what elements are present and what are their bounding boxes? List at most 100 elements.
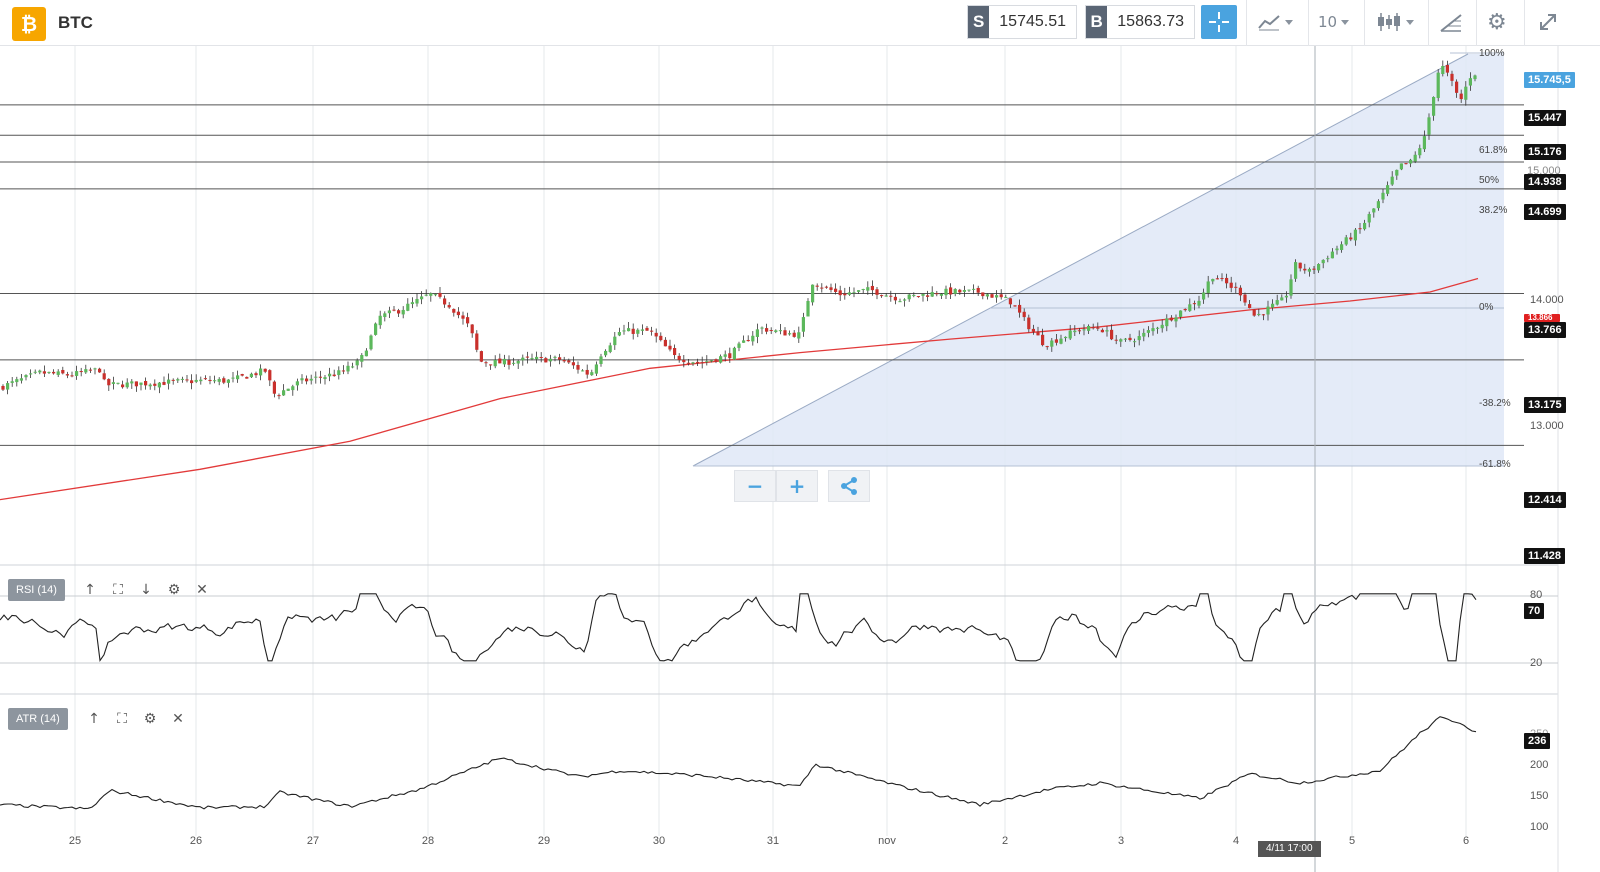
arrow-up-icon[interactable]: ↑ xyxy=(88,711,100,727)
candle-body xyxy=(1261,314,1265,316)
candle-body xyxy=(742,340,746,343)
candle-body xyxy=(516,360,520,364)
maximize-icon[interactable]: ⛶ xyxy=(113,582,123,598)
candle-body xyxy=(102,373,106,380)
candle-body xyxy=(475,333,479,350)
price-tick: 15.000 xyxy=(1527,165,1561,177)
candle-body xyxy=(1330,251,1334,259)
candle-body xyxy=(870,285,874,291)
candle-body xyxy=(1100,329,1104,333)
candle-body xyxy=(1091,327,1095,329)
candle-body xyxy=(1137,336,1141,341)
atr-label: ATR (14) xyxy=(8,708,68,730)
buy-price-button[interactable]: B 15863.73 xyxy=(1085,5,1195,39)
candle-body xyxy=(245,376,249,379)
candle-body xyxy=(590,372,594,376)
candle-body xyxy=(341,370,345,372)
share-button[interactable] xyxy=(828,470,870,502)
gear-icon[interactable]: ⚙ xyxy=(167,582,181,598)
candle-body xyxy=(788,333,792,335)
candle-body xyxy=(1119,339,1123,342)
draw-tool-button[interactable] xyxy=(1439,8,1463,36)
candle-body xyxy=(990,294,994,298)
candle-body xyxy=(732,347,736,360)
candle-body xyxy=(291,386,295,391)
crosshair-button[interactable] xyxy=(1201,5,1237,39)
candle-body xyxy=(838,290,842,296)
candle-body xyxy=(286,388,290,391)
fib-label: 61.8% xyxy=(1479,145,1508,156)
candle-body xyxy=(659,335,663,341)
settings-button[interactable]: ⚙ xyxy=(1487,8,1507,36)
level-tag: 11.428 xyxy=(1524,548,1566,564)
period-selector[interactable]: 10 xyxy=(1318,8,1350,36)
candle-body xyxy=(1326,258,1330,260)
candle-body xyxy=(682,359,686,363)
rsi-label: RSI (14) xyxy=(8,579,65,601)
arrow-up-icon[interactable]: ↑ xyxy=(84,582,96,598)
close-icon[interactable]: ✕ xyxy=(196,582,208,598)
candle-body xyxy=(1041,334,1045,346)
candle-style-button[interactable] xyxy=(1376,8,1414,36)
candle-body xyxy=(171,379,175,381)
fullscreen-button[interactable] xyxy=(1537,8,1559,36)
fib-label: 100% xyxy=(1479,48,1505,59)
candle-body xyxy=(737,343,741,348)
candle-body xyxy=(240,374,244,376)
price-chart[interactable] xyxy=(0,46,1600,872)
candle-body xyxy=(852,292,856,294)
zoom-out-button[interactable]: − xyxy=(734,470,776,502)
x-tick: 4 xyxy=(1232,835,1240,847)
candle-body xyxy=(571,362,575,366)
chart-type-button[interactable] xyxy=(1257,8,1293,36)
candle-body xyxy=(148,384,152,387)
gear-icon[interactable]: ⚙ xyxy=(143,711,157,727)
price-tick: 13.000 xyxy=(1530,420,1564,432)
x-tick: 29 xyxy=(537,835,551,847)
candle-body xyxy=(797,332,801,339)
candle-body xyxy=(332,374,336,377)
candle-body xyxy=(668,345,672,350)
maximize-icon[interactable]: ⛶ xyxy=(117,711,127,727)
candle-body xyxy=(1110,329,1114,340)
candle-body xyxy=(539,356,543,358)
zoom-in-button[interactable]: + xyxy=(776,470,818,502)
chevron-down-icon xyxy=(1285,19,1293,25)
candle-body xyxy=(893,296,897,301)
candle-body xyxy=(627,328,631,332)
candle-body xyxy=(719,356,723,363)
candle-body xyxy=(1169,317,1173,321)
candle-body xyxy=(254,373,258,376)
sell-price-button[interactable]: S 15745.51 xyxy=(967,5,1077,39)
fibonacci-fill xyxy=(693,54,1504,466)
candle-body xyxy=(604,350,608,356)
candle-body xyxy=(866,287,870,291)
candle-body xyxy=(406,303,410,311)
candle-body xyxy=(884,295,888,297)
candle-body xyxy=(903,299,907,301)
candle-body xyxy=(1004,296,1008,298)
x-tick: nov xyxy=(878,835,896,847)
atr-tick: 200 xyxy=(1530,759,1549,771)
arrow-down-icon[interactable]: ↓ xyxy=(140,582,152,598)
candle-body xyxy=(1257,313,1261,315)
candle-body xyxy=(429,293,433,296)
candle-body xyxy=(1418,148,1422,156)
candle-body xyxy=(1399,163,1403,170)
fib-label: 50% xyxy=(1479,175,1500,186)
candle-body xyxy=(19,378,23,381)
candle-body xyxy=(673,348,677,356)
candle-body xyxy=(521,357,525,361)
close-icon[interactable]: ✕ xyxy=(172,711,184,727)
candle-body xyxy=(226,379,230,383)
candle-body xyxy=(479,351,483,362)
share-icon xyxy=(841,477,857,495)
candle-body xyxy=(1229,282,1233,288)
x-tick: 6 xyxy=(1462,835,1470,847)
candle-body xyxy=(958,289,962,293)
candle-body xyxy=(351,366,355,368)
candle-body xyxy=(921,294,925,296)
candle-body xyxy=(355,360,359,366)
candle-body xyxy=(452,308,456,313)
rsi-lower-tick: 20 xyxy=(1530,657,1543,669)
